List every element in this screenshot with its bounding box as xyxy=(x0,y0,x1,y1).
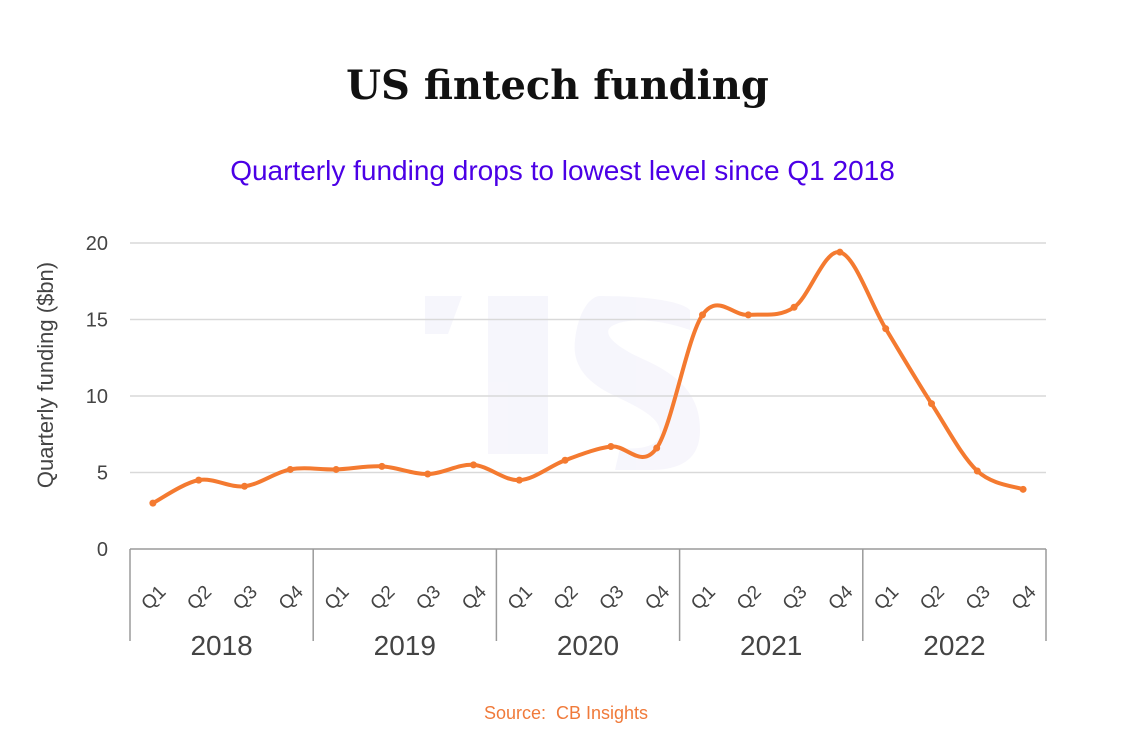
data-point xyxy=(653,444,661,452)
data-point xyxy=(790,303,798,311)
year-label: 2022 xyxy=(923,630,985,661)
year-label: 2019 xyxy=(374,630,436,661)
x-tick-label: Q4 xyxy=(1008,581,1041,614)
y-tick-label: 0 xyxy=(97,539,108,561)
y-tick-label: 20 xyxy=(86,233,108,255)
data-point xyxy=(561,456,569,464)
data-point xyxy=(470,461,477,469)
data-point xyxy=(928,400,935,408)
data-point xyxy=(882,325,890,333)
data-point xyxy=(973,467,981,475)
data-point xyxy=(744,311,752,319)
source-note: Source: CB Insights xyxy=(483,703,649,723)
data-point xyxy=(424,470,432,478)
data-point xyxy=(515,476,523,484)
y-tick-label: 15 xyxy=(86,310,108,332)
x-tick-label: Q4 xyxy=(825,581,858,614)
x-tick-label: Q2 xyxy=(550,582,583,615)
data-point xyxy=(241,482,248,490)
series-points xyxy=(149,248,1027,507)
data-point xyxy=(149,499,157,507)
y-tick-label: 5 xyxy=(97,463,108,485)
x-tick-label: Q2 xyxy=(916,582,949,615)
year-label: 2021 xyxy=(740,630,802,661)
x-tick-label: Q4 xyxy=(641,581,674,614)
data-point xyxy=(332,465,340,473)
y-axis-ticks: 0 5 10 15 20 xyxy=(86,233,108,561)
x-tick-label: Q3 xyxy=(962,582,995,615)
x-tick-label: Q2 xyxy=(367,582,400,615)
data-point xyxy=(286,465,294,473)
data-point xyxy=(836,248,844,256)
chart-subtitle: Quarterly funding drops to lowest level … xyxy=(230,155,895,186)
y-axis-label: Quarterly funding ($bn) xyxy=(33,262,58,488)
x-tick-label: Q3 xyxy=(779,582,812,615)
data-point xyxy=(607,442,615,450)
x-tick-label: Q4 xyxy=(275,581,308,614)
chart-title: US fintech funding xyxy=(346,62,769,109)
x-tick-label: Q2 xyxy=(183,582,216,615)
data-point xyxy=(378,462,386,470)
y-tick-label: 10 xyxy=(86,386,108,408)
x-tick-label: Q1 xyxy=(138,582,171,615)
x-tick-label: Q3 xyxy=(596,582,629,615)
data-point xyxy=(1019,485,1027,493)
x-axis: Q1 Q2 Q3 Q4 Q1 Q2 Q3 Q4 Q1 Q2 Q3 Q4 Q1 Q2 Q3 Q4 Q1 Q2 Q3 Q4… xyxy=(129,548,1047,661)
ts-logo-icon xyxy=(425,296,700,470)
data-point xyxy=(195,476,203,484)
x-tick-label: Q4 xyxy=(458,581,491,614)
year-label: 2020 xyxy=(557,630,619,661)
x-tick-label: Q3 xyxy=(412,582,445,615)
x-tick-label: Q2 xyxy=(733,582,766,615)
x-tick-label: Q1 xyxy=(321,582,354,615)
x-tick-label: Q1 xyxy=(504,582,537,615)
x-tick-label: Q1 xyxy=(870,582,903,615)
data-point xyxy=(699,311,706,319)
x-tick-label: Q3 xyxy=(229,582,262,615)
year-label: 2018 xyxy=(190,630,252,661)
x-tick-label: Q1 xyxy=(687,582,720,615)
